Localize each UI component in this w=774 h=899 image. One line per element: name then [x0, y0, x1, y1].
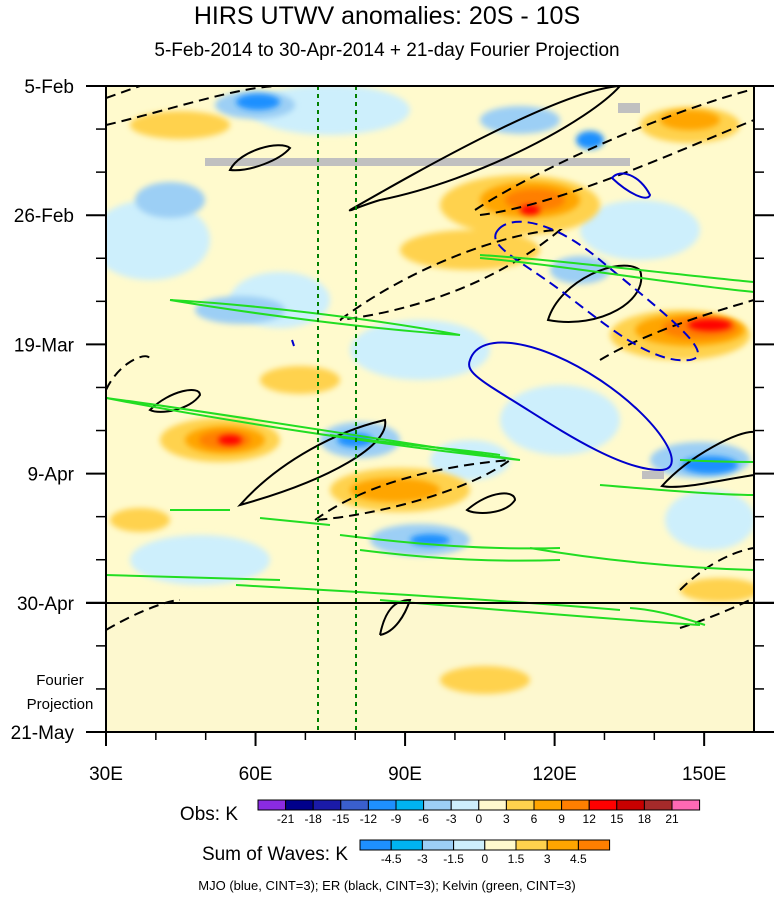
colorbar-tick-label: -6 [418, 812, 429, 826]
colorbar-tick-label: -15 [332, 812, 350, 826]
waves-colorbar-label: Sum of Waves: K [202, 844, 348, 865]
colorbar-tick-label: 18 [638, 812, 652, 826]
colorbar-tick-label: -3 [446, 812, 457, 826]
colorbar-swatch [421, 839, 455, 851]
anomaly-field [106, 86, 754, 732]
colorbar-swatch [390, 839, 423, 851]
colorbar-swatch [533, 799, 563, 811]
mjo-wave-contours [291, 172, 699, 472]
colorbar-swatch [453, 839, 486, 851]
obs-colorbar-label: Obs: K [180, 804, 238, 825]
colorbar-tick-label: 0 [481, 852, 488, 866]
colorbar-swatch [671, 799, 701, 811]
colorbar-tick-label: 12 [583, 812, 597, 826]
x-tick-label: 30E [89, 764, 123, 785]
x-tick-label: 120E [532, 764, 576, 785]
colorbar-tick-label: 15 [610, 812, 624, 826]
colorbar-swatch [395, 799, 425, 811]
colorbar-swatch [359, 839, 392, 851]
colorbar-swatch [285, 799, 314, 811]
y-tick-label: 19-Mar [14, 335, 75, 356]
colorbar-tick-label: -1.5 [443, 852, 464, 866]
colorbar-tick-label: -21 [277, 812, 295, 826]
colorbar-swatch [312, 799, 342, 811]
projection-label-line2: Projection [27, 696, 94, 713]
colorbar-swatch [546, 839, 579, 851]
colorbar-tick-label: 4.5 [570, 852, 587, 866]
colorbar-tick-label: 3 [544, 852, 551, 866]
y-tick-label: 26-Feb [14, 206, 74, 227]
missing-data-band [205, 158, 630, 166]
kelvin-wave-contours [106, 254, 754, 626]
obs-colorbar: -21 -18 -15 -12 -9 -6 -3 0 3 6 9 12 15 18 21 [257, 799, 701, 826]
y-axis: 5-Feb 26-Feb 19-Mar 9-Apr 30-Apr 21-May [11, 77, 774, 744]
x-tick-label: 150E [682, 764, 726, 785]
colorbar-swatch [484, 839, 517, 851]
y-tick-label: 21-May [11, 723, 75, 744]
x-tick-label: 90E [388, 764, 422, 785]
chart-subtitle: 5-Feb-2014 to 30-Apr-2014 + 21-day Fouri… [154, 40, 620, 61]
colorbar-swatch [577, 839, 611, 851]
colorbar-swatch [257, 799, 287, 811]
colorbar-tick-label: 0 [475, 812, 482, 826]
colorbar-swatch [588, 799, 618, 811]
x-tick-label: 60E [239, 764, 273, 785]
colorbar-tick-label: 9 [558, 812, 565, 826]
colorbar-swatch [423, 799, 452, 811]
colorbar-tick-label: 1.5 [508, 852, 525, 866]
x-axis: 30E 60E 90E 120E 150E [89, 732, 726, 785]
colorbar-swatch [616, 799, 645, 811]
colorbar-tick-label: 21 [665, 812, 679, 826]
y-tick-label: 9-Apr [28, 465, 75, 486]
colorbar-swatch [643, 799, 673, 811]
colorbar-tick-label: -12 [360, 812, 378, 826]
colorbar-swatch [478, 799, 507, 811]
colorbar-swatch [340, 799, 369, 811]
colorbar-tick-label: 6 [531, 812, 538, 826]
colorbar-swatch [515, 839, 548, 851]
colorbar-tick-label: -3 [417, 852, 428, 866]
colorbar-swatch [561, 799, 590, 811]
y-tick-label: 30-Apr [17, 594, 75, 615]
colorbar-swatch [505, 799, 535, 811]
colorbar-tick-label: -4.5 [381, 852, 402, 866]
colorbar-swatch [367, 799, 397, 811]
colorbar-tick-label: -18 [305, 812, 323, 826]
wave-legend-footer: MJO (blue, CINT=3); ER (black, CINT=3); … [198, 878, 576, 893]
projection-label-line1: Fourier [36, 672, 84, 689]
waves-colorbar: -4.5 -3 -1.5 0 1.5 3 4.5 [359, 839, 611, 866]
colorbar-tick-label: 3 [503, 812, 510, 826]
plot-frame [105, 85, 755, 733]
colorbar-swatch [450, 799, 480, 811]
chart-title: HIRS UTWV anomalies: 20S - 10S [193, 2, 581, 30]
colorbar-tick-label: -9 [391, 812, 402, 826]
y-tick-label: 5-Feb [24, 77, 74, 98]
